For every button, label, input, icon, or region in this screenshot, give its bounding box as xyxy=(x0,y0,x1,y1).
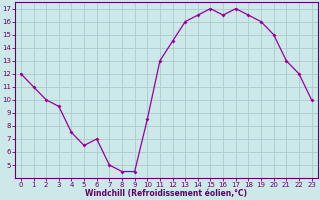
X-axis label: Windchill (Refroidissement éolien,°C): Windchill (Refroidissement éolien,°C) xyxy=(85,189,247,198)
